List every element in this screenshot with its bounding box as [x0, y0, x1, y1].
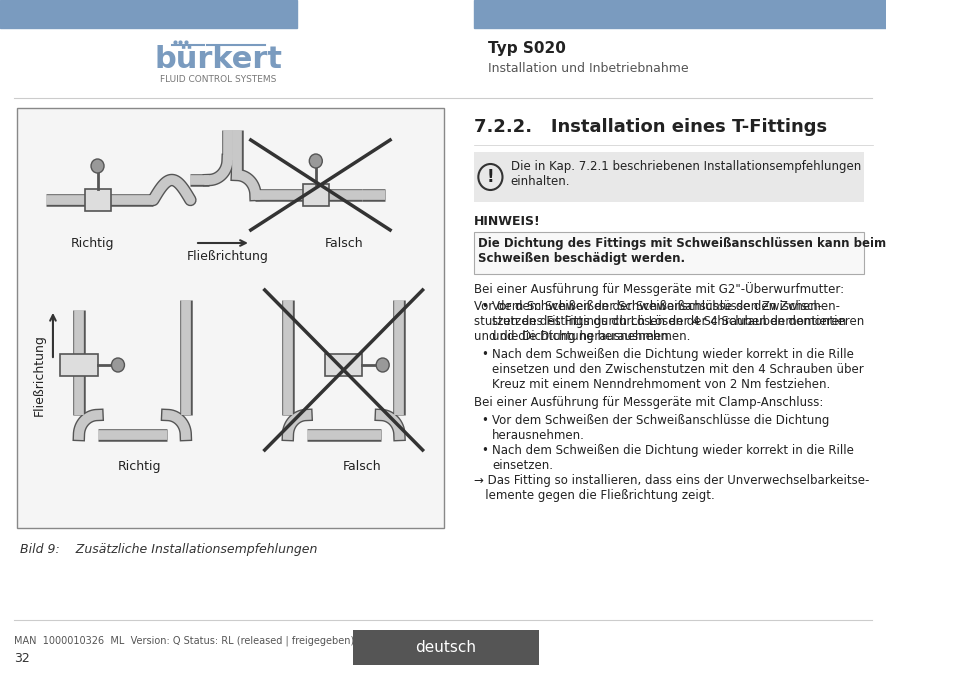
- Bar: [353, 630, 538, 665]
- Text: FLUID CONTROL SYSTEMS: FLUID CONTROL SYSTEMS: [160, 75, 276, 85]
- Text: Fließrichtung: Fließrichtung: [187, 250, 268, 263]
- Bar: [474, 232, 862, 274]
- Circle shape: [91, 159, 104, 173]
- Text: 7.2.2.   Installation eines T-Fittings: 7.2.2. Installation eines T-Fittings: [474, 118, 826, 136]
- Text: Vor dem Schweißen der Schweißanschlüsse den Zwischen-
stutzen des Fittings durch: Vor dem Schweißen der Schweißanschlüsse …: [474, 300, 845, 343]
- Text: 32: 32: [14, 652, 30, 665]
- Text: Vor dem Schweißen der Schweißanschlüsse die Dichtung
herausnehmen.: Vor dem Schweißen der Schweißanschlüsse …: [492, 414, 829, 442]
- Text: → Das Fitting so installieren, dass eins der Unverwechselbarkeitse-
   lemente g: → Das Fitting so installieren, dass eins…: [474, 474, 868, 502]
- Bar: [302, 184, 329, 206]
- Text: Bei einer Ausführung für Messgeräte mit G2"-Überwurfmutter:: Bei einer Ausführung für Messgeräte mit …: [474, 282, 843, 296]
- Text: Die in Kap. 7.2.1 beschriebenen Installationsempfehlungen
einhalten.: Die in Kap. 7.2.1 beschriebenen Installa…: [510, 160, 861, 188]
- Bar: [0, 0, 297, 28]
- Text: Fließrichtung: Fließrichtung: [32, 334, 46, 416]
- Text: Falsch: Falsch: [324, 237, 362, 250]
- Text: bürkert: bürkert: [154, 46, 282, 75]
- Text: Bild 9:    Zusätzliche Installationsempfehlungen: Bild 9: Zusätzliche Installationsempfehl…: [20, 543, 317, 556]
- Text: •: •: [480, 300, 488, 313]
- Text: Vor dem Schweißen der Schweißanschlüsse den Zwischen-
stutzen des Fittings durch: Vor dem Schweißen der Schweißanschlüsse …: [492, 300, 863, 343]
- Text: deutsch: deutsch: [415, 639, 476, 655]
- Text: MAN  1000010326  ML  Version: Q Status: RL (released | freigegeben)  printed: 12: MAN 1000010326 ML Version: Q Status: RL …: [14, 635, 456, 645]
- Text: Falsch: Falsch: [342, 460, 381, 473]
- Circle shape: [375, 358, 389, 372]
- Bar: [17, 108, 443, 528]
- Text: •: •: [480, 414, 488, 427]
- Bar: [474, 152, 862, 202]
- Bar: [60, 354, 97, 376]
- Text: Richtig: Richtig: [71, 237, 114, 250]
- Text: •: •: [480, 348, 488, 361]
- Bar: [85, 189, 111, 211]
- Text: •: •: [480, 444, 488, 457]
- Text: Nach dem Schweißen die Dichtung wieder korrekt in die Rille
einsetzen und den Zw: Nach dem Schweißen die Dichtung wieder k…: [492, 348, 863, 391]
- Text: HINWEIS!: HINWEIS!: [474, 215, 540, 228]
- Text: Richtig: Richtig: [117, 460, 161, 473]
- Text: Bei einer Ausführung für Messgeräte mit Clamp-Anschluss:: Bei einer Ausführung für Messgeräte mit …: [474, 396, 822, 409]
- Bar: [325, 354, 362, 376]
- Text: Die Dichtung des Fittings mit Schweißanschlüssen kann beim
Schweißen beschädigt : Die Dichtung des Fittings mit Schweißans…: [477, 237, 885, 265]
- Bar: [474, 0, 885, 28]
- Text: Installation und Inbetriebnahme: Installation und Inbetriebnahme: [487, 61, 687, 75]
- Text: !: !: [486, 168, 494, 186]
- Circle shape: [477, 164, 502, 190]
- Text: Nach dem Schweißen die Dichtung wieder korrekt in die Rille
einsetzen.: Nach dem Schweißen die Dichtung wieder k…: [492, 444, 853, 472]
- Text: Typ S020: Typ S020: [487, 40, 565, 55]
- Circle shape: [309, 154, 322, 168]
- Circle shape: [112, 358, 124, 372]
